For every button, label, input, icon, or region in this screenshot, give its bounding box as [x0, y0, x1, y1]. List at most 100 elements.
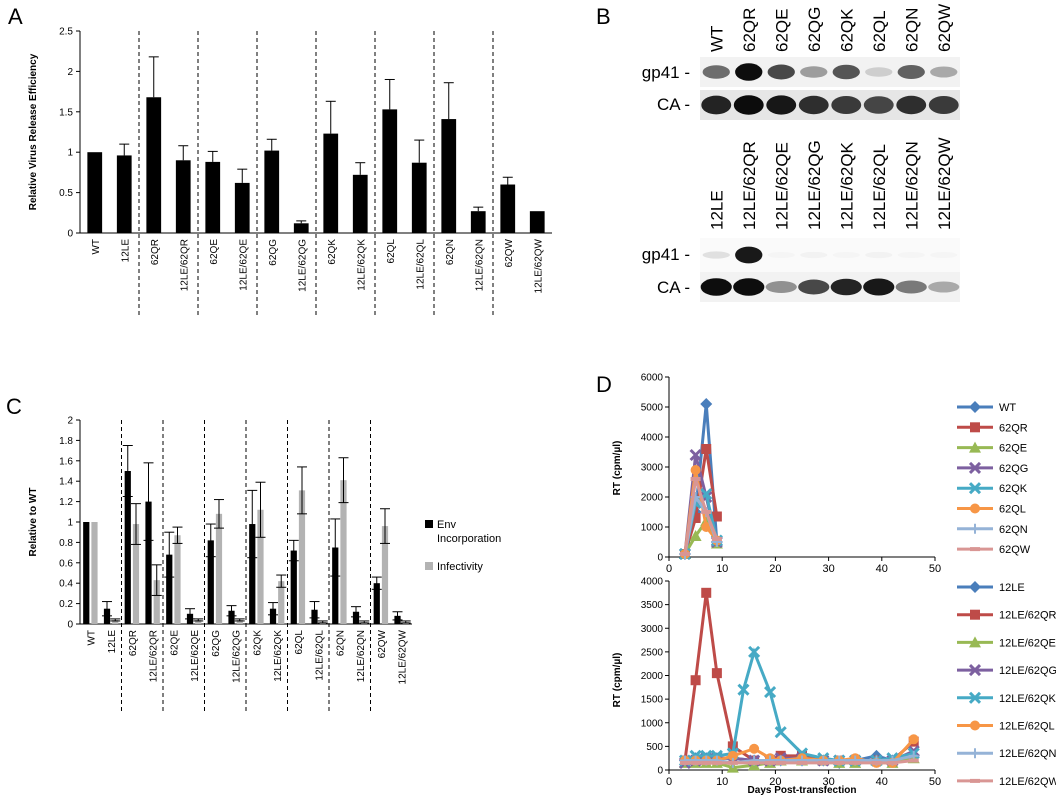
panel-label-c: C — [6, 394, 22, 419]
legend-label: 62QN — [999, 524, 1028, 536]
band-gp41 — [800, 66, 828, 78]
band-gp41 — [930, 66, 958, 78]
y-tick-label: 1.8 — [59, 436, 73, 447]
bar — [146, 97, 162, 233]
x-tick-label: 62QE — [169, 630, 180, 656]
bar — [470, 211, 486, 233]
bar-env — [166, 554, 173, 624]
bar-infectivity — [236, 619, 243, 624]
legend-label: 62QG — [999, 463, 1028, 475]
data-point — [775, 760, 786, 765]
x-tick-label: 50 — [929, 563, 941, 575]
data-point — [850, 760, 861, 765]
data-point — [764, 685, 777, 699]
bar-infectivity — [112, 619, 119, 624]
legend-label-env: Incorporation — [437, 533, 501, 545]
bar — [411, 162, 427, 233]
y-tick-label: 4000 — [641, 433, 664, 444]
data-point — [969, 401, 981, 413]
y-tick-label: 0 — [657, 553, 663, 564]
lane-label: 12LE/62QL — [870, 144, 889, 230]
x-tick-label: 12LE/62QN — [474, 239, 485, 291]
bar — [323, 133, 339, 233]
chart-c-y-axis-label: Relative to WT — [28, 488, 39, 557]
x-tick-label: 30 — [822, 563, 834, 575]
legend-label: 12LE/62QG — [999, 665, 1056, 677]
x-tick-label: 62QR — [150, 239, 161, 265]
y-tick-label: 1500 — [641, 695, 664, 706]
y-tick-label: 0.4 — [59, 579, 73, 590]
band-gp41 — [800, 252, 827, 258]
x-tick-label: 62QL — [294, 630, 305, 655]
bar — [205, 161, 221, 233]
lane-label: 62QR — [740, 8, 759, 52]
chart-a-y-axis-label: Relative Virus Release Efficiency — [28, 53, 39, 210]
bar-infectivity — [174, 535, 181, 624]
data-point — [690, 465, 701, 475]
data-point — [871, 760, 882, 765]
bar-infectivity — [340, 480, 347, 624]
bar-env — [373, 583, 380, 624]
band-ca — [863, 278, 895, 296]
y-tick-label: 2000 — [641, 493, 664, 504]
legend-label: 62QE — [999, 443, 1027, 455]
legend-label: 12LE/62QK — [999, 693, 1056, 705]
bar-infectivity — [298, 490, 306, 624]
band-gp41 — [897, 65, 925, 79]
x-tick-label: 12LE/62QE — [238, 239, 249, 291]
band-ca — [733, 95, 764, 115]
y-tick-label: 0.8 — [59, 538, 73, 549]
data-point — [970, 720, 980, 731]
data-point — [969, 581, 981, 593]
y-tick-label: 2.5 — [59, 27, 73, 38]
bar-infectivity — [153, 580, 160, 624]
data-point — [969, 636, 981, 648]
data-point — [749, 760, 760, 765]
bar — [352, 174, 368, 233]
data-point — [679, 760, 690, 765]
x-tick-label: 20 — [769, 776, 781, 788]
x-tick-label: 62QG — [268, 239, 279, 266]
bar-env — [145, 501, 152, 624]
legend-label-infectivity: Infectivity — [437, 561, 483, 573]
y-tick-label: 0 — [67, 620, 73, 631]
band-ca — [831, 96, 862, 114]
bar-infectivity — [278, 581, 285, 624]
band-ca — [798, 95, 829, 115]
data-point — [690, 675, 701, 686]
row-label-gp41: gp41 - — [642, 63, 690, 82]
data-point — [700, 398, 713, 410]
data-point — [748, 645, 761, 658]
data-point — [711, 760, 722, 765]
lane-label: 62QG — [805, 7, 824, 52]
x-tick-label: 12LE/62QW — [533, 238, 544, 293]
bar-env — [207, 540, 214, 624]
data-point — [834, 760, 845, 765]
band-ca — [700, 278, 732, 296]
bar — [382, 109, 398, 233]
bar — [87, 152, 103, 233]
y-tick-label: 1 — [67, 518, 73, 529]
data-point — [968, 461, 982, 474]
bar-env — [228, 610, 235, 624]
band-ca — [896, 95, 927, 115]
band-ca — [765, 281, 797, 293]
data-point — [908, 758, 919, 763]
data-point — [711, 511, 722, 522]
x-tick-label: 62QK — [327, 239, 338, 265]
bar-env — [103, 608, 111, 624]
bar — [500, 184, 516, 233]
x-tick-label: 12LE/62QW — [398, 629, 409, 684]
x-tick-label: 12LE/62QL — [415, 239, 426, 290]
band-gp41 — [702, 65, 730, 79]
y-tick-label: 1.6 — [59, 456, 73, 467]
data-point — [970, 422, 980, 433]
data-point — [711, 668, 722, 679]
band-ca — [798, 279, 830, 295]
data-point — [968, 664, 982, 677]
x-tick-label: 62QW — [504, 238, 515, 267]
y-tick-label: 0.5 — [59, 188, 73, 199]
legend-label: 62QW — [999, 544, 1031, 556]
bar-env — [290, 550, 297, 624]
x-tick-label: 30 — [822, 776, 834, 788]
